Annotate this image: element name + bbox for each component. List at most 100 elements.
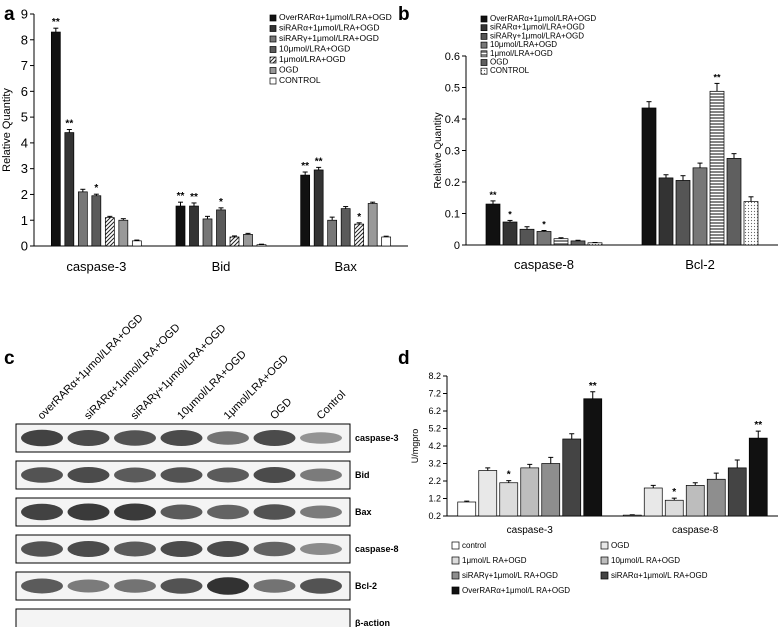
y-tick-label: 7 — [21, 58, 28, 73]
y-tick-label: 2.2 — [428, 476, 441, 486]
legend-label: OGD — [490, 58, 508, 67]
bar — [256, 244, 267, 247]
y-tick-label: 1.2 — [428, 494, 441, 504]
significance-mark: * — [219, 197, 223, 208]
y-tick-label: 5.2 — [428, 424, 441, 434]
blot-band — [21, 541, 63, 557]
bar — [553, 238, 569, 246]
blot-box — [15, 608, 351, 627]
y-tick-label: 9 — [21, 7, 28, 22]
legend-label: 10μmol/LRA+OGD — [490, 40, 557, 49]
bar — [727, 467, 747, 517]
bar — [541, 463, 561, 517]
legend-swatch — [269, 35, 277, 43]
legend-label: siRARα+1μmol/LRA+OGD — [279, 23, 380, 33]
y-tick-label: 2 — [21, 187, 28, 202]
bar — [457, 501, 477, 517]
y-tick-label: 8 — [21, 32, 28, 47]
legend-swatch — [451, 541, 460, 550]
bar — [502, 221, 518, 246]
legend-swatch — [269, 25, 277, 32]
legend-label: OGD — [279, 65, 298, 75]
blot-lane-label: siRARγ+1μmol/LRA+OGD — [129, 322, 229, 422]
bar — [189, 205, 199, 247]
y-tick-label: 8.2 — [428, 371, 441, 381]
bar — [499, 482, 519, 517]
y-tick-label: 4 — [21, 135, 28, 150]
blot-protein-label: caspase-8 — [355, 544, 399, 554]
western-blot: overRARα+1μmol/LRA+OGDsiRARα+1μmol/LRA+O… — [15, 312, 399, 627]
bar — [658, 177, 674, 246]
blot-lane-label: Control — [315, 389, 349, 423]
bar — [520, 467, 540, 517]
chart-d: 0.21.22.23.24.25.26.27.28.2U/mgpro***cas… — [410, 371, 778, 595]
blot-band — [253, 541, 296, 557]
bar — [243, 234, 253, 247]
blot-band — [160, 578, 203, 594]
bar — [519, 228, 535, 246]
legend-label: control — [462, 541, 486, 550]
blot-band — [207, 504, 249, 520]
y-tick-label: 3.2 — [428, 459, 441, 469]
bar — [709, 90, 725, 246]
bar — [381, 236, 392, 247]
legend-label: 10μmol/LRA+OGD — [279, 44, 350, 54]
bar — [340, 208, 351, 247]
blot-band — [300, 543, 342, 555]
bar — [313, 169, 324, 247]
legend-swatch — [269, 46, 277, 53]
bar — [643, 487, 663, 517]
significance-mark: ** — [713, 72, 721, 82]
y-tick-label: 0.1 — [445, 208, 460, 220]
bar — [216, 209, 226, 247]
legend-swatch — [480, 15, 488, 23]
bar — [131, 240, 142, 247]
legend-swatch — [600, 571, 609, 580]
blot-lane-label: siRARα+1μmol/LRA+OGD — [82, 322, 182, 422]
blot-band — [21, 467, 63, 483]
legend-label: siRARγ+1μmol/LRA+OGD — [279, 33, 379, 43]
significance-mark: ** — [52, 17, 60, 28]
legend-label: siRARα+1μmol/LRA+OGD — [490, 23, 585, 32]
legend-swatch — [600, 541, 609, 550]
blot-band — [21, 503, 63, 521]
legend-swatch — [269, 67, 277, 74]
x-category-label: caspase-3 — [507, 525, 554, 536]
panel-letter-a: a — [4, 4, 15, 25]
legend-swatch — [480, 24, 488, 32]
blot-band — [114, 541, 156, 557]
significance-mark: * — [357, 212, 361, 223]
bar — [685, 485, 705, 517]
y-tick-label: 3 — [21, 161, 28, 176]
y-tick-label: 0.2 — [445, 177, 460, 189]
legend-swatch — [269, 56, 277, 64]
bar — [664, 499, 684, 517]
significance-mark: ** — [301, 161, 309, 172]
legend-swatch — [269, 14, 277, 22]
y-tick-label: 5 — [21, 110, 28, 125]
legend-label: OverRARα+1μmol/LRA+OGD — [490, 14, 596, 23]
blot-band — [67, 541, 110, 557]
bar — [91, 195, 102, 247]
legend-label: 10μmol/L RA+OGD — [611, 556, 680, 565]
significance-mark: * — [542, 220, 546, 230]
blot-band — [67, 467, 110, 483]
y-axis-label: U/mgpro — [410, 429, 420, 464]
x-category-label: Bcl-2 — [685, 257, 715, 272]
y-tick-label: 0.4 — [445, 114, 460, 126]
legend-label: siRARγ+1μmol/L RA+OGD — [462, 571, 558, 580]
x-category-label: Bax — [334, 259, 357, 274]
blot-band — [114, 430, 156, 446]
blot-lane-label: OGD — [268, 396, 294, 422]
blot-protein-label: caspase-3 — [355, 433, 399, 443]
x-category-label: caspase-8 — [514, 257, 574, 272]
panel-letter-c: c — [4, 348, 15, 369]
significance-mark: * — [672, 487, 676, 498]
y-tick-label: 0.2 — [428, 511, 441, 521]
blot-protein-label: Bid — [355, 470, 370, 480]
bar — [726, 158, 742, 246]
y-tick-label: 0.6 — [445, 51, 460, 63]
blot-band — [160, 467, 203, 483]
blot-band — [300, 432, 342, 444]
